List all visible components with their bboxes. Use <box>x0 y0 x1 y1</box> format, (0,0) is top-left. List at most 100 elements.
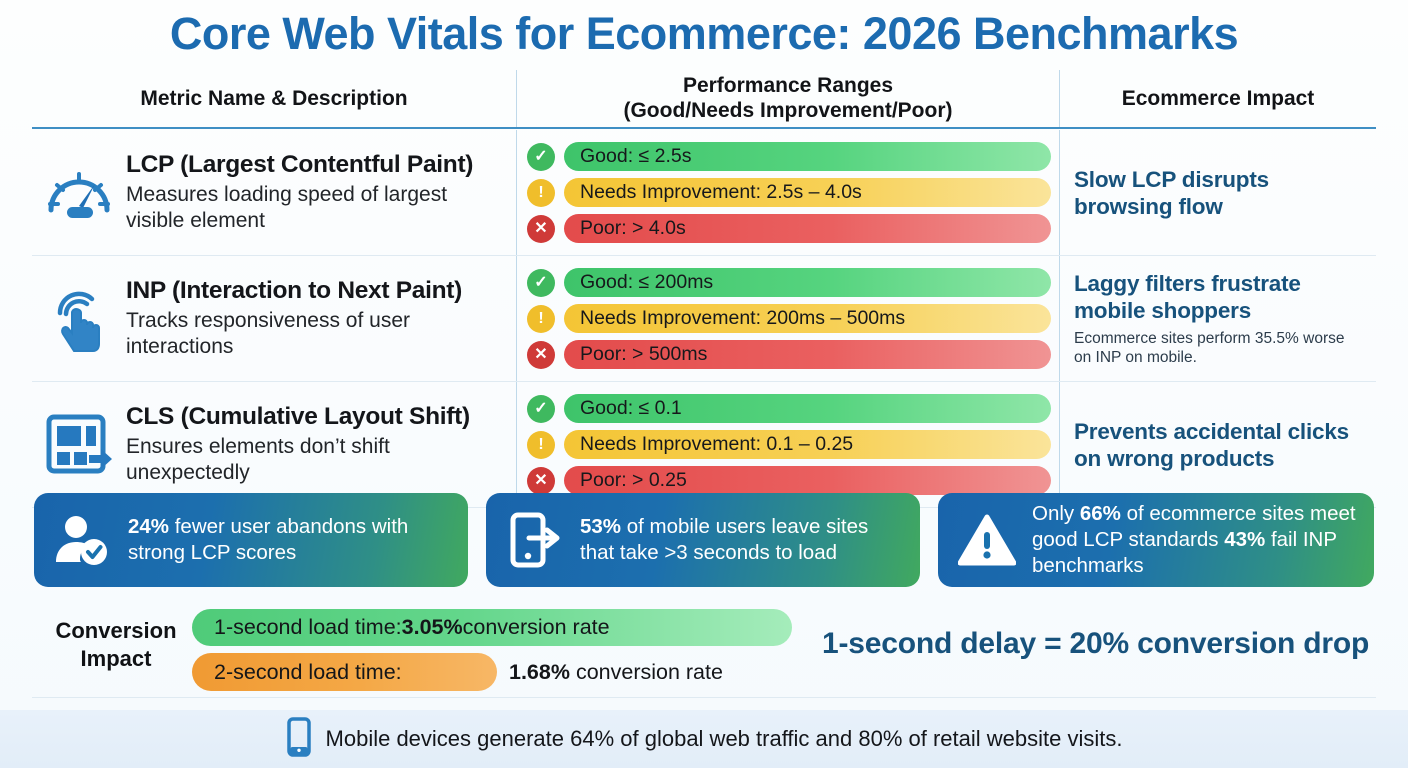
stat-value: 53% <box>580 514 622 538</box>
impact-subtext: Ecommerce sites perform 35.5% worse on I… <box>1074 329 1345 366</box>
mobile-phone-icon <box>286 716 312 762</box>
tap-gesture-icon <box>36 283 122 355</box>
stat-card-standards: Only 66% of ecommerce sites meet good LC… <box>938 493 1374 587</box>
check-circle-icon: ✓ <box>527 394 555 423</box>
conversion-impact-section: Conversion Impact 1-second load time: 3.… <box>32 601 1376 697</box>
range-pill-needs: Needs Improvement: 2.5s – 4.0s <box>564 178 1051 207</box>
warning-triangle-icon <box>956 513 1018 567</box>
conversion-bar2-value: 1.68% <box>509 659 570 684</box>
stat-card-text: 24% fewer user abandons with strong LCP … <box>128 514 452 566</box>
range-good: ✓ Good: ≤ 0.1 <box>527 394 1051 423</box>
conversion-bar2-suffix: conversion rate <box>569 659 723 684</box>
range-needs-improvement: ! Needs Improvement: 0.1 – 0.25 <box>527 430 1051 459</box>
range-pill-poor: Poor: > 0.25 <box>564 466 1051 495</box>
stat-card-text: 53% of mobile users leave sites that tak… <box>580 514 904 566</box>
impact-cell: Prevents accidental clicks on wrong prod… <box>1060 382 1376 507</box>
column-header-ranges: Performance Ranges (Good/Needs Improveme… <box>516 70 1060 128</box>
stat-label: fewer user abandons with strong LCP scor… <box>128 514 409 564</box>
impact-heading: Prevents accidental clicks on wrong prod… <box>1074 418 1349 471</box>
metric-cell: LCP (Largest Contentful Paint) Measures … <box>32 130 516 255</box>
range-pill-poor: Poor: > 4.0s <box>564 214 1051 243</box>
range-poor: ✕ Poor: > 500ms <box>527 340 1051 369</box>
range-pill-good: Good: ≤ 2.5s <box>564 142 1051 171</box>
speedometer-icon <box>36 162 122 224</box>
conversion-bar2-tail: 1.68% conversion rate <box>509 660 723 685</box>
conversion-highlight: 1-second delay = 20% conversion drop <box>822 627 1370 660</box>
metric-name: INP (Interaction to Next Paint) <box>126 277 463 305</box>
footer-bar: Mobile devices generate 64% of global we… <box>0 710 1408 768</box>
warning-circle-icon: ! <box>527 304 555 333</box>
conversion-bar-2-second-wrap: 2-second load time: 1.68% conversion rat… <box>192 653 723 691</box>
header-divider <box>32 127 1376 129</box>
range-pill-needs: Needs Improvement: 0.1 – 0.25 <box>564 430 1051 459</box>
ranges-cell: ✓ Good: ≤ 2.5s ! Needs Improvement: 2.5s… <box>516 130 1060 255</box>
range-poor: ✕ Poor: > 0.25 <box>527 466 1051 495</box>
range-pill-poor: Poor: > 500ms <box>564 340 1051 369</box>
close-circle-icon: ✕ <box>527 340 555 369</box>
metric-name: CLS (Cumulative Layout Shift) <box>126 403 470 431</box>
ranges-cell: ✓ Good: ≤ 200ms ! Needs Improvement: 200… <box>516 256 1060 381</box>
stat-value: 66% <box>1079 501 1121 525</box>
metric-text: LCP (Largest Contentful Paint) Measures … <box>122 150 510 235</box>
column-header-ranges-line2: (Good/Needs Improvement/Poor) <box>623 99 953 122</box>
table-row: CLS (Cumulative Layout Shift) Ensures el… <box>32 382 1376 508</box>
conversion-bar1-value: 3.05% <box>401 615 463 639</box>
range-needs-improvement: ! Needs Improvement: 200ms – 500ms <box>527 304 1051 333</box>
warning-circle-icon: ! <box>527 430 555 459</box>
metric-name: LCP (Largest Contentful Paint) <box>126 151 474 179</box>
stat-card-text: Only 66% of ecommerce sites meet good LC… <box>1032 501 1358 580</box>
conversion-label-line2: Impact <box>80 645 152 671</box>
mobile-exit-icon <box>504 510 566 570</box>
metric-description: Measures loading speed of largest visibl… <box>126 182 448 233</box>
metric-text: CLS (Cumulative Layout Shift) Ensures el… <box>122 402 510 487</box>
stat-label: of mobile users leave sites that take >3… <box>580 514 869 564</box>
stat-card-abandons: 24% fewer user abandons with strong LCP … <box>34 493 468 587</box>
conversion-bar-1-second: 1-second load time: 3.05% conversion rat… <box>192 609 792 646</box>
stat-card-mobile-leave: 53% of mobile users leave sites that tak… <box>486 493 920 587</box>
table-row: INP (Interaction to Next Paint) Tracks r… <box>32 256 1376 382</box>
range-needs-improvement: ! Needs Improvement: 2.5s – 4.0s <box>527 178 1051 207</box>
conversion-label-line1: Conversion <box>55 618 177 643</box>
table-header: Metric Name & Description Performance Ra… <box>32 70 1376 128</box>
range-pill-needs: Needs Improvement: 200ms – 500ms <box>564 304 1051 333</box>
stat-value-secondary: 43% <box>1224 527 1266 551</box>
range-good: ✓ Good: ≤ 200ms <box>527 268 1051 297</box>
user-check-icon <box>52 512 114 568</box>
range-pill-good: Good: ≤ 200ms <box>564 268 1051 297</box>
check-circle-icon: ✓ <box>527 268 555 297</box>
close-circle-icon: ✕ <box>527 466 555 495</box>
conversion-impact-label: Conversion Impact <box>32 617 200 672</box>
stat-label: of ecommerce sites meet good LCP standar… <box>1032 501 1356 551</box>
layout-shift-icon <box>36 411 122 479</box>
conversion-bar-2-second: 2-second load time: <box>192 653 497 691</box>
stat-cards: 24% fewer user abandons with strong LCP … <box>34 493 1374 587</box>
range-poor: ✕ Poor: > 4.0s <box>527 214 1051 243</box>
metric-cell: INP (Interaction to Next Paint) Tracks r… <box>32 256 516 381</box>
metrics-table: LCP (Largest Contentful Paint) Measures … <box>32 130 1376 508</box>
metric-description: Tracks responsiveness of user interactio… <box>126 308 411 359</box>
stat-prefix: Only <box>1032 501 1080 525</box>
range-good: ✓ Good: ≤ 2.5s <box>527 142 1051 171</box>
metric-text: INP (Interaction to Next Paint) Tracks r… <box>122 276 510 361</box>
conversion-bar1-suffix: conversion rate <box>462 615 610 639</box>
impact-cell: Slow LCP disrupts browsing flow <box>1060 130 1376 255</box>
conversion-bar1-prefix: 1-second load time: <box>214 615 402 639</box>
footer-text: Mobile devices generate 64% of global we… <box>325 726 1123 751</box>
footer-divider <box>32 697 1376 698</box>
impact-heading: Laggy filters frustrate mobile shoppers <box>1074 270 1301 323</box>
column-header-impact: Ecommerce Impact <box>1121 86 1315 110</box>
stat-value: 24% <box>128 514 170 538</box>
ranges-cell: ✓ Good: ≤ 0.1 ! Needs Improvement: 0.1 –… <box>516 382 1060 507</box>
check-circle-icon: ✓ <box>527 142 555 171</box>
metric-description: Ensures elements don’t shift unexpectedl… <box>126 434 390 485</box>
close-circle-icon: ✕ <box>527 214 555 243</box>
impact-cell: Laggy filters frustrate mobile shoppers … <box>1060 256 1376 381</box>
table-row: LCP (Largest Contentful Paint) Measures … <box>32 130 1376 256</box>
impact-heading: Slow LCP disrupts browsing flow <box>1074 166 1269 219</box>
warning-circle-icon: ! <box>527 178 555 207</box>
stat-label-secondary: fail INP benchmarks <box>1032 527 1337 578</box>
metric-cell: CLS (Cumulative Layout Shift) Ensures el… <box>32 382 516 507</box>
column-header-metric: Metric Name & Description <box>140 86 408 110</box>
column-header-ranges-line1: Performance Ranges <box>682 74 894 98</box>
